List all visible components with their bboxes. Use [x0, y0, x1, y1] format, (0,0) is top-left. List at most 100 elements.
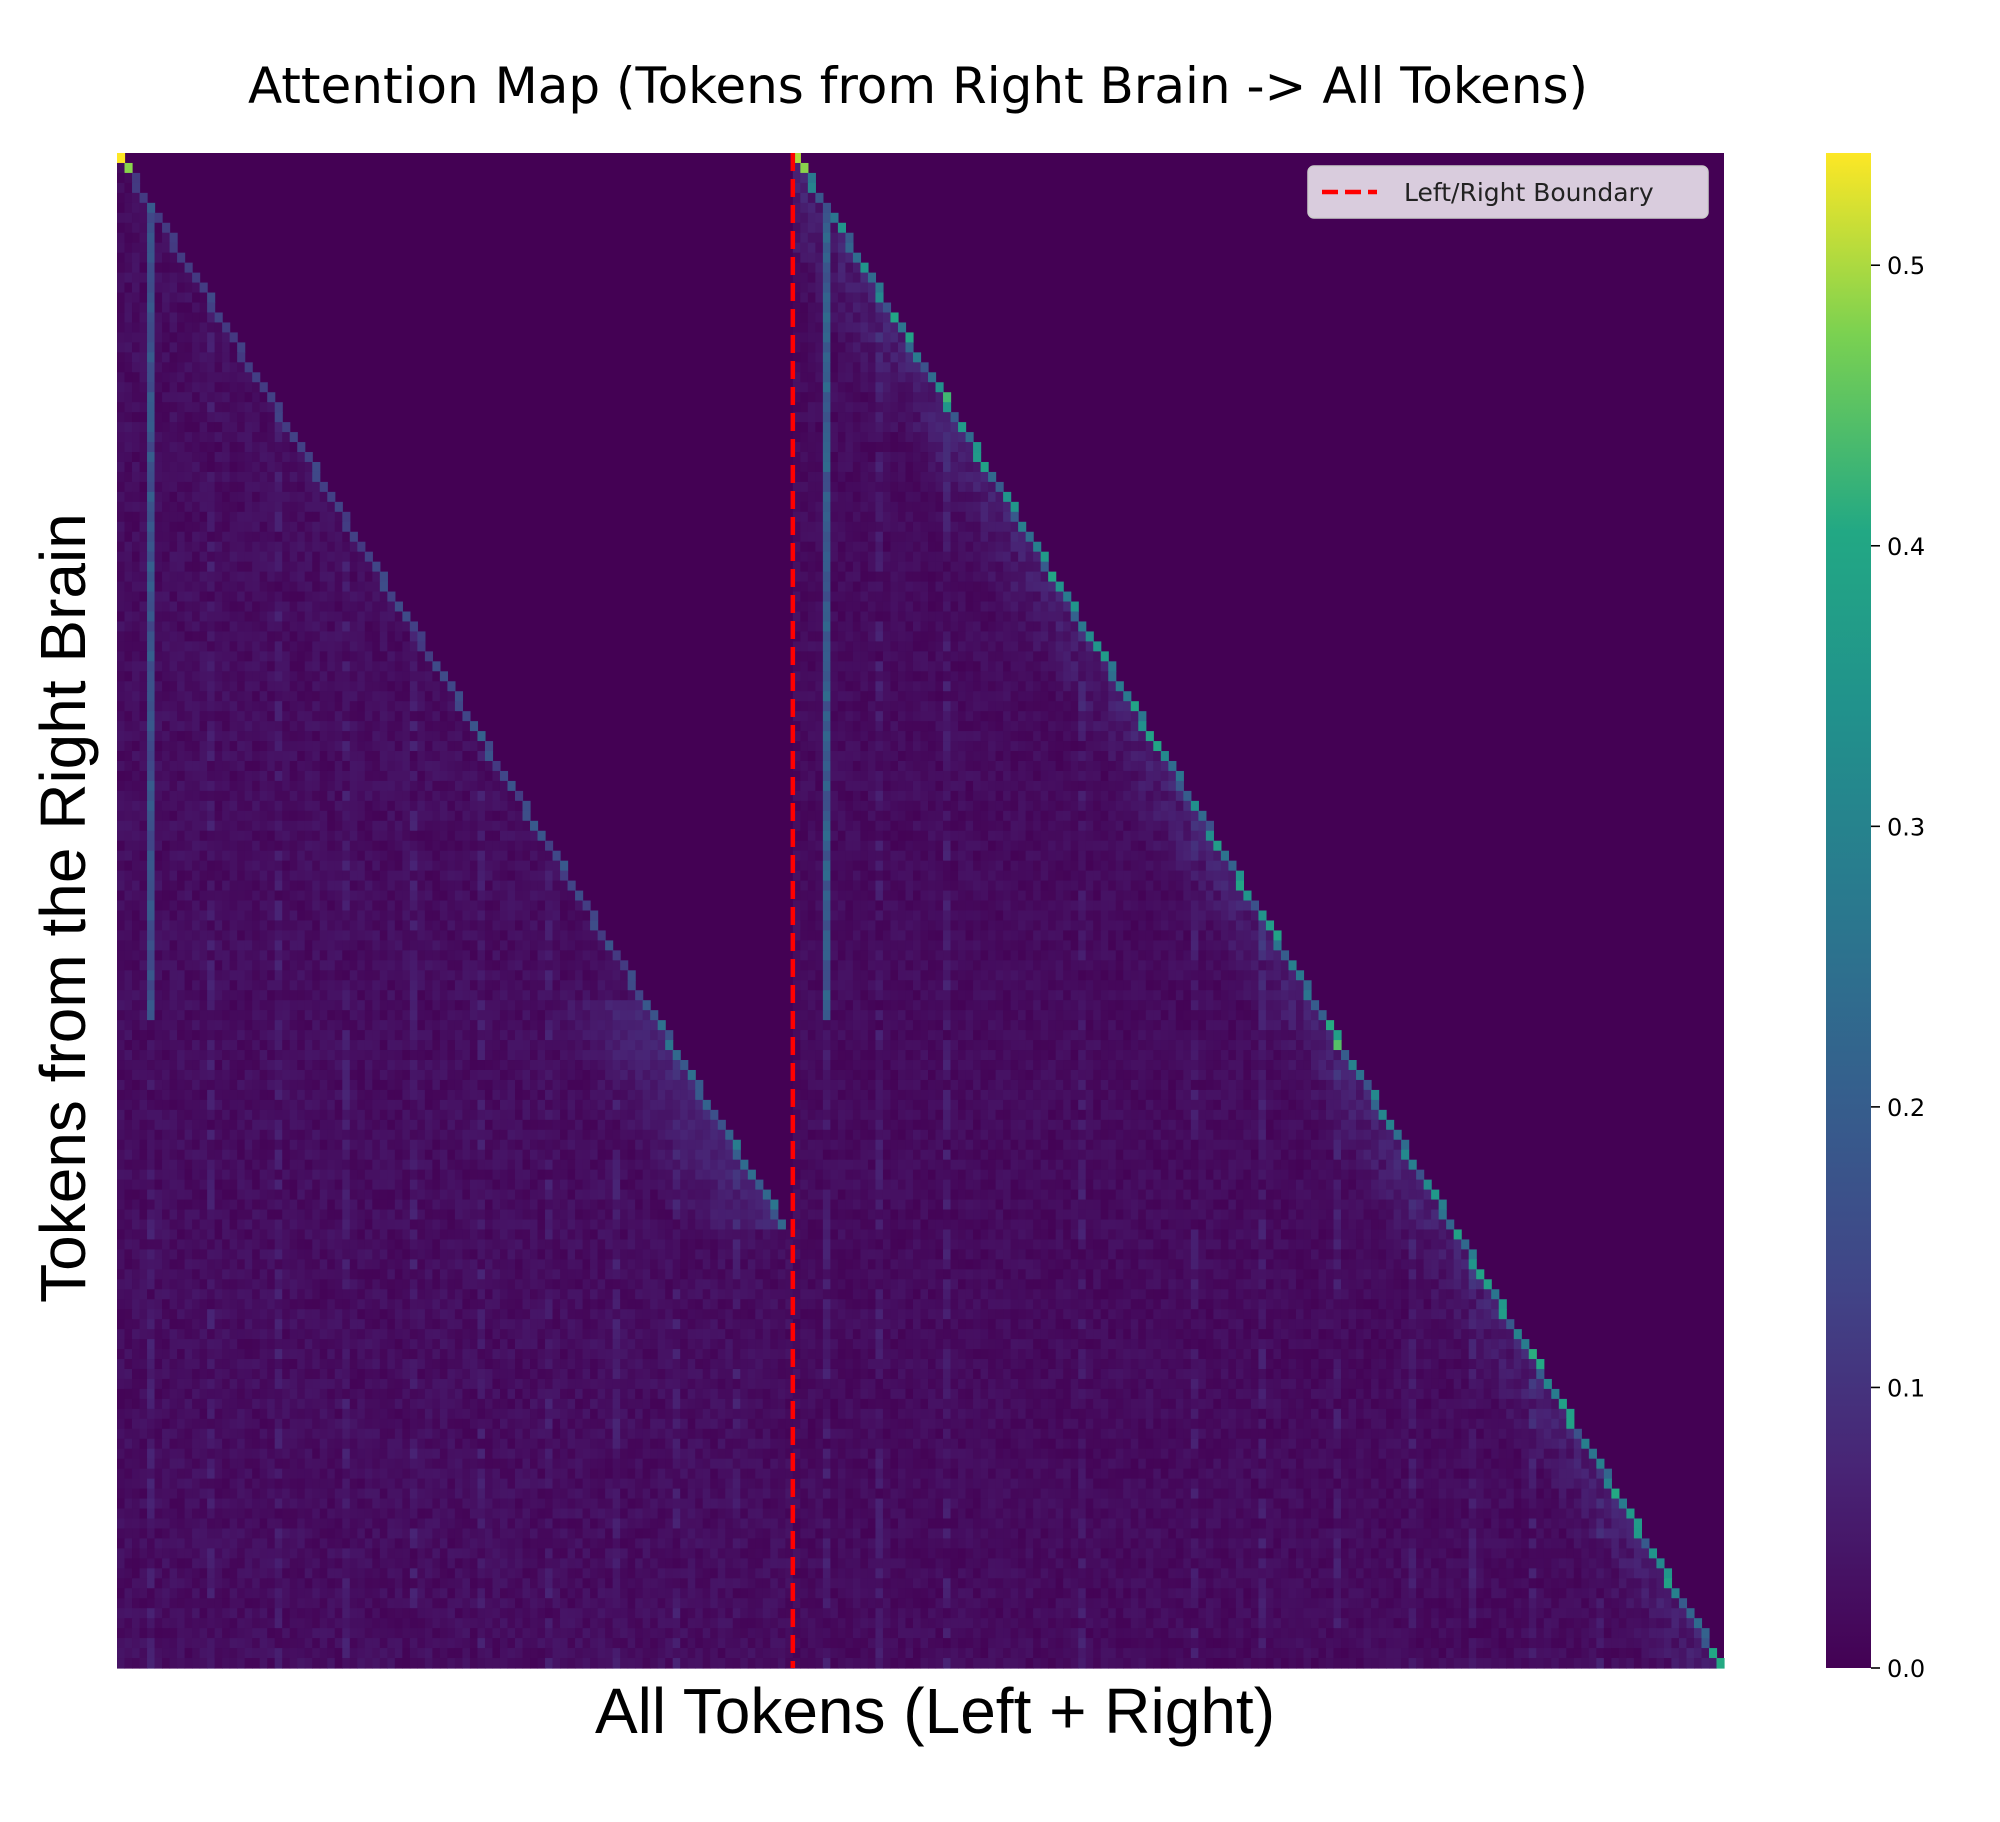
heatmap-cell: [304, 651, 313, 662]
heatmap-cell: [837, 870, 847, 882]
heatmap-cell: [244, 591, 253, 603]
heatmap-cell: [815, 850, 824, 862]
heatmap-cell: [1108, 910, 1117, 922]
heatmap-cell: [304, 531, 313, 543]
heatmap-cell: [432, 770, 441, 782]
heatmap-cell: [845, 870, 854, 882]
heatmap-cell: [409, 830, 418, 842]
heatmap-cell: [882, 900, 892, 912]
heatmap-cell: [958, 432, 967, 443]
heatmap-cell: [1190, 810, 1199, 822]
heatmap-cell: [207, 461, 216, 473]
heatmap-cell: [312, 571, 321, 583]
heatmap-cell: [1138, 890, 1147, 902]
heatmap-cell: [214, 751, 223, 762]
heatmap-cell: [897, 601, 907, 613]
heatmap-cell: [860, 501, 869, 513]
heatmap-cell: [980, 721, 989, 732]
heatmap-cell: [349, 900, 358, 912]
heatmap-cell: [912, 860, 922, 872]
heatmap-cell: [274, 671, 283, 682]
heatmap-cell: [1070, 701, 1079, 712]
heatmap-cell: [1183, 810, 1192, 822]
heatmap-cell: [1138, 711, 1147, 722]
heatmap-cell: [837, 741, 847, 752]
heatmap-cell: [297, 721, 306, 732]
heatmap-cell: [943, 721, 952, 732]
heatmap-cell: [199, 890, 208, 902]
heatmap-cell: [417, 800, 426, 812]
heatmap-cell: [229, 491, 238, 503]
heatmap-cell: [1123, 731, 1132, 742]
heatmap-cell: [349, 890, 358, 902]
heatmap-cell: [229, 611, 238, 623]
heatmap-cell: [229, 392, 238, 403]
heatmap-cell: [1228, 880, 1237, 892]
heatmap-cell: [154, 641, 163, 652]
heatmap-cell: [274, 800, 283, 812]
heatmap-cell: [522, 880, 531, 892]
heatmap-cell: [1085, 850, 1094, 862]
heatmap-cell: [424, 890, 433, 902]
heatmap-cell: [154, 681, 163, 692]
heatmap-cell: [1033, 780, 1042, 792]
heatmap-cell: [214, 880, 223, 892]
heatmap-cell: [132, 671, 141, 682]
heatmap-cell: [162, 760, 171, 772]
heatmap-cell: [237, 920, 246, 932]
heatmap-cell: [304, 541, 313, 553]
heatmap-cell: [815, 701, 824, 712]
heatmap-cell: [327, 860, 336, 872]
heatmap-cell: [259, 900, 268, 912]
heatmap-cell: [1025, 671, 1034, 682]
heatmap-cell: [477, 760, 486, 772]
heatmap-cell: [274, 521, 283, 533]
heatmap-cell: [259, 551, 268, 563]
heatmap-cell: [162, 491, 171, 503]
heatmap-cell: [830, 521, 839, 533]
heatmap-cell: [1055, 800, 1064, 812]
heatmap-cell: [1250, 910, 1260, 922]
heatmap-cell: [147, 521, 156, 533]
heatmap-cell: [454, 840, 464, 852]
heatmap-cell: [920, 691, 929, 702]
heatmap-cell: [928, 571, 937, 583]
heatmap-cell: [980, 481, 989, 493]
heatmap-cell: [349, 860, 358, 872]
heatmap-cell: [154, 232, 163, 244]
heatmap-cell: [207, 541, 216, 553]
heatmap-cell: [267, 611, 276, 623]
heatmap-cell: [807, 272, 816, 284]
heatmap-cell: [237, 392, 246, 403]
heatmap-cell: [177, 760, 186, 772]
heatmap-cell: [1003, 850, 1012, 862]
heatmap-cell: [852, 342, 862, 353]
heatmap-cell: [229, 531, 238, 543]
heatmap-cell: [147, 342, 156, 353]
heatmap-cell: [402, 880, 411, 892]
heatmap-cell: [1010, 910, 1019, 922]
heatmap-cell: [252, 751, 261, 762]
heatmap-cell: [312, 661, 321, 672]
heatmap-cell: [454, 780, 464, 792]
heatmap-cell: [1108, 661, 1117, 672]
heatmap-cell: [177, 631, 186, 642]
heatmap-cell: [229, 372, 238, 383]
heatmap-cell: [822, 471, 831, 483]
heatmap-cell: [815, 551, 824, 563]
heatmap-cell: [162, 820, 171, 832]
heatmap-cell: [875, 322, 884, 334]
heatmap-cell: [1123, 810, 1132, 822]
heatmap-cell: [1033, 840, 1042, 852]
heatmap-cell: [912, 850, 922, 862]
heatmap-cell: [207, 581, 216, 593]
heatmap-cell: [988, 741, 997, 752]
heatmap-cell: [950, 621, 959, 633]
heatmap-cell: [965, 651, 974, 662]
heatmap-cell: [154, 491, 163, 503]
heatmap-cell: [214, 601, 223, 613]
heatmap-cell: [815, 491, 824, 503]
heatmap-cell: [567, 910, 576, 922]
heatmap-cell: [372, 760, 381, 772]
heatmap-cell: [297, 651, 306, 662]
